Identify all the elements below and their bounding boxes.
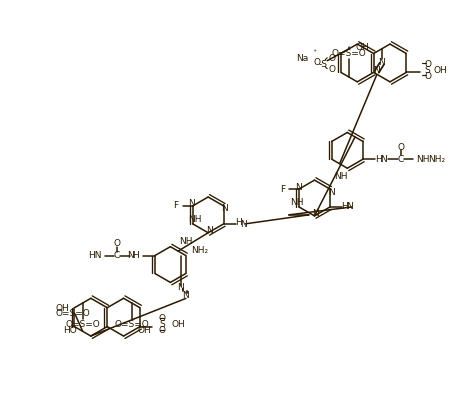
Text: F: F	[280, 185, 285, 194]
Text: N: N	[374, 66, 380, 75]
Text: NH: NH	[179, 237, 193, 247]
Text: O=S=O: O=S=O	[65, 320, 100, 330]
Text: N: N	[312, 209, 319, 218]
Text: H: H	[341, 202, 348, 212]
Text: O: O	[113, 239, 120, 248]
Text: -S: -S	[319, 60, 328, 69]
Text: N: N	[380, 155, 387, 164]
Text: NH: NH	[188, 215, 201, 224]
Text: N: N	[127, 251, 134, 260]
Text: NH: NH	[334, 172, 347, 181]
Text: OH: OH	[55, 304, 69, 313]
Text: N: N	[188, 199, 195, 208]
Text: O: O	[329, 65, 336, 74]
Text: O: O	[158, 314, 165, 323]
Text: Na: Na	[296, 54, 308, 63]
Text: N: N	[347, 202, 353, 212]
Text: HO: HO	[63, 326, 77, 335]
Text: O: O	[158, 326, 165, 335]
Text: HN: HN	[88, 251, 101, 260]
Text: ⁺: ⁺	[312, 48, 317, 57]
Text: N: N	[221, 204, 228, 214]
Text: OH: OH	[172, 320, 185, 329]
Text: H: H	[132, 251, 139, 260]
Text: O: O	[424, 72, 431, 81]
Text: OH: OH	[138, 326, 151, 335]
Text: N: N	[240, 220, 247, 229]
Text: N: N	[183, 291, 189, 300]
Text: C: C	[114, 251, 120, 260]
Text: NH: NH	[290, 198, 304, 208]
Text: O=S=O: O=S=O	[114, 320, 149, 330]
Text: NH₂: NH₂	[191, 246, 208, 255]
Text: H: H	[235, 218, 242, 227]
Text: N: N	[206, 226, 212, 235]
Text: OH: OH	[355, 43, 369, 52]
Text: O: O	[397, 143, 404, 152]
Text: O=S=O: O=S=O	[332, 49, 367, 58]
Text: NH₂: NH₂	[428, 155, 446, 164]
Text: S: S	[159, 320, 165, 329]
Text: OH: OH	[433, 66, 447, 75]
Text: O: O	[424, 60, 431, 69]
Text: N: N	[378, 58, 385, 67]
Text: C: C	[397, 155, 403, 164]
Text: N: N	[295, 183, 301, 192]
Text: N: N	[328, 187, 334, 197]
Text: O: O	[329, 54, 336, 63]
Text: N: N	[177, 283, 184, 292]
Text: H: H	[375, 155, 382, 164]
Text: F: F	[174, 201, 179, 210]
Text: O: O	[314, 58, 321, 67]
Text: O=S=O: O=S=O	[56, 309, 90, 318]
Text: S: S	[424, 66, 430, 75]
Text: NH: NH	[417, 155, 430, 164]
